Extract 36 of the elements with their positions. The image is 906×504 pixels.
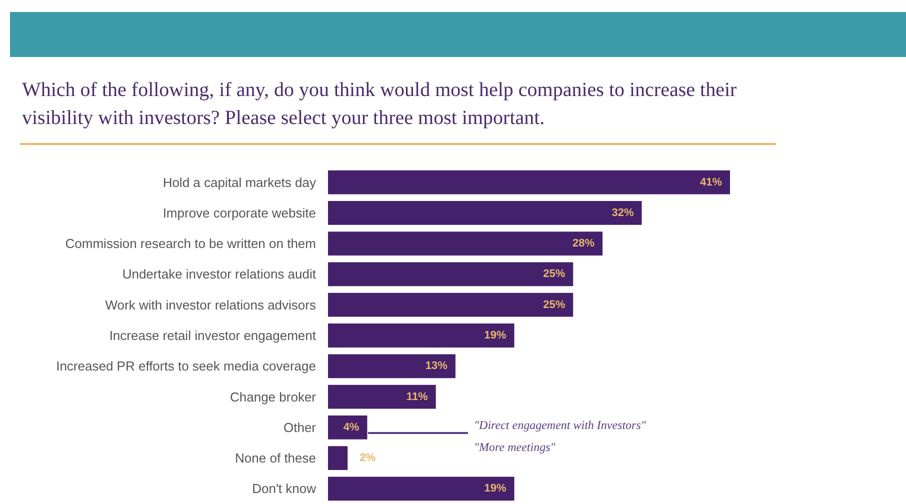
bar (328, 476, 514, 501)
bar (328, 232, 603, 256)
bar (328, 415, 368, 440)
bar (328, 170, 730, 194)
y-tick-label: Commission research to be written on them (65, 236, 316, 252)
y-tick-label: Hold a capital markets day (162, 174, 316, 190)
bar (328, 354, 456, 378)
data-label: 11% (406, 390, 428, 403)
data-label: 2% (360, 452, 376, 464)
data-label: 28% (572, 238, 595, 250)
bar (328, 446, 348, 470)
y-tick-label: Don't know (252, 481, 317, 496)
bar (328, 292, 574, 317)
annotation: "Direct engagement with Investors" (474, 418, 646, 433)
y-tick-label: Change broker (230, 389, 317, 404)
data-label: 41% (700, 176, 722, 188)
bar (328, 324, 514, 348)
bar (328, 384, 436, 409)
chart-title: Which of the following, if any, do you think would most help companies to increase their visibility with investors? Please select your three most important. (22, 78, 738, 131)
data-label: 25% (543, 298, 566, 311)
data-label: 25% (543, 268, 566, 280)
bar (328, 262, 574, 286)
y-tick-label: None of these (235, 450, 316, 466)
data-label: 19% (484, 330, 506, 342)
data-label: 13% (425, 360, 448, 372)
y-tick-label: Undertake investor relations audit (122, 266, 316, 282)
y-tick-label: Increase retail investor engagement (109, 328, 316, 343)
data-label: 32% (612, 206, 634, 219)
data-label: 4% (343, 421, 360, 434)
data-label: 19% (484, 482, 506, 495)
y-tick-label: Other (283, 420, 317, 435)
y-tick-label: Increased PR efforts to seek media coverage (56, 358, 316, 374)
bar (328, 201, 642, 225)
annotation: "More meetings" (474, 440, 556, 455)
y-tick-label: Improve corporate website (162, 205, 316, 220)
y-tick-label: Work with investor relations advisors (105, 297, 316, 312)
